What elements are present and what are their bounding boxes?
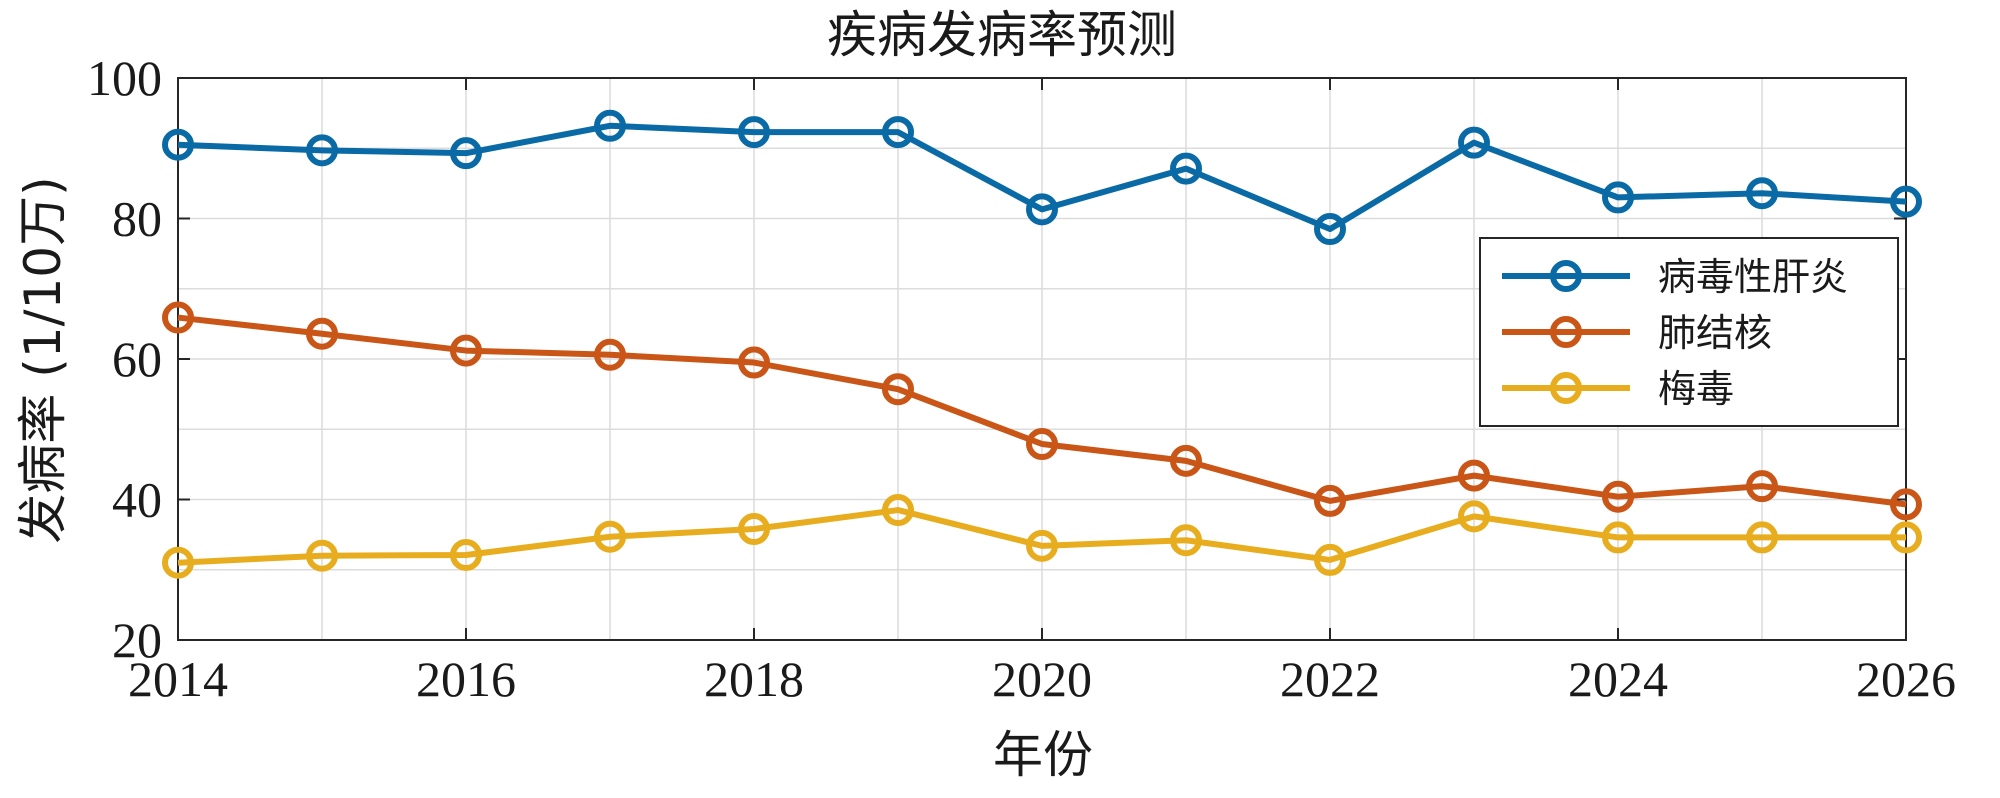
axis-ticks: 2014 2016 2018 2020 2022 2024 2026 20 40 60 80 100 bbox=[87, 50, 1956, 707]
data-point bbox=[1602, 521, 1634, 554]
legend-label: 梅毒 bbox=[1658, 367, 1734, 411]
data-point bbox=[1890, 185, 1922, 218]
legend-box bbox=[1479, 237, 1899, 427]
data-point bbox=[1026, 529, 1058, 562]
data-point bbox=[1890, 521, 1922, 554]
data-point bbox=[738, 513, 770, 546]
data-point bbox=[882, 373, 914, 406]
data-point bbox=[162, 546, 194, 579]
data-point bbox=[1458, 459, 1490, 492]
data-point bbox=[1746, 177, 1778, 210]
data-point bbox=[1170, 152, 1202, 185]
chart-title: 疾病发病率预测 bbox=[827, 6, 1177, 64]
x-tick-label: 2024 bbox=[1568, 651, 1668, 707]
y-axis-label: 发病率 (1/10万) bbox=[14, 176, 72, 543]
legend-label: 病毒性肝炎 bbox=[1658, 255, 1848, 299]
series-line bbox=[177, 314, 1907, 508]
data-point bbox=[162, 128, 194, 161]
y-tick-label: 100 bbox=[87, 50, 162, 106]
data-point bbox=[306, 539, 338, 572]
y-tick-label: 60 bbox=[112, 331, 162, 387]
y-tick-label: 40 bbox=[112, 472, 162, 528]
data-point bbox=[882, 494, 914, 527]
data-point bbox=[1170, 444, 1202, 477]
x-tick-label: 2022 bbox=[1280, 651, 1380, 707]
x-tick-label: 2014 bbox=[128, 651, 228, 707]
data-point bbox=[882, 116, 914, 149]
data-point bbox=[1746, 470, 1778, 503]
data-point bbox=[450, 137, 482, 170]
legend-marker bbox=[1550, 316, 1582, 348]
data-point bbox=[1026, 428, 1058, 461]
series-2 bbox=[162, 301, 1922, 521]
data-point bbox=[162, 301, 194, 334]
data-point bbox=[1314, 543, 1346, 576]
data-point bbox=[594, 109, 626, 142]
legend-label: 肺结核 bbox=[1658, 311, 1772, 355]
data-point bbox=[306, 134, 338, 167]
x-axis-label: 年份 bbox=[993, 726, 1093, 784]
y-tick-label: 80 bbox=[112, 191, 162, 247]
legend-marker bbox=[1550, 260, 1582, 292]
series-line bbox=[177, 507, 1906, 566]
data-point bbox=[1890, 488, 1922, 521]
x-tick-label: 2016 bbox=[416, 651, 516, 707]
data-point bbox=[1314, 213, 1346, 246]
x-tick-label: 2018 bbox=[704, 651, 804, 707]
data-point bbox=[1458, 126, 1490, 159]
data-point bbox=[594, 338, 626, 371]
series-3 bbox=[162, 494, 1922, 579]
data-point bbox=[738, 346, 770, 379]
y-tick-label: 20 bbox=[112, 612, 162, 668]
data-point bbox=[738, 116, 770, 149]
data-point bbox=[450, 538, 482, 571]
x-tick-label: 2026 bbox=[1856, 651, 1956, 707]
series-layer bbox=[162, 109, 1922, 579]
data-point bbox=[306, 317, 338, 350]
data-point bbox=[1458, 500, 1490, 533]
data-point bbox=[1602, 480, 1634, 513]
series-1 bbox=[162, 109, 1922, 246]
data-point bbox=[1746, 521, 1778, 554]
data-point bbox=[1026, 193, 1058, 226]
legend-marker bbox=[1550, 372, 1582, 404]
series-line bbox=[177, 122, 1907, 233]
data-point bbox=[1314, 484, 1346, 517]
data-point bbox=[594, 520, 626, 553]
data-point bbox=[1602, 181, 1634, 214]
x-tick-label: 2020 bbox=[992, 651, 1092, 707]
data-point bbox=[450, 334, 482, 367]
data-point bbox=[1170, 524, 1202, 557]
